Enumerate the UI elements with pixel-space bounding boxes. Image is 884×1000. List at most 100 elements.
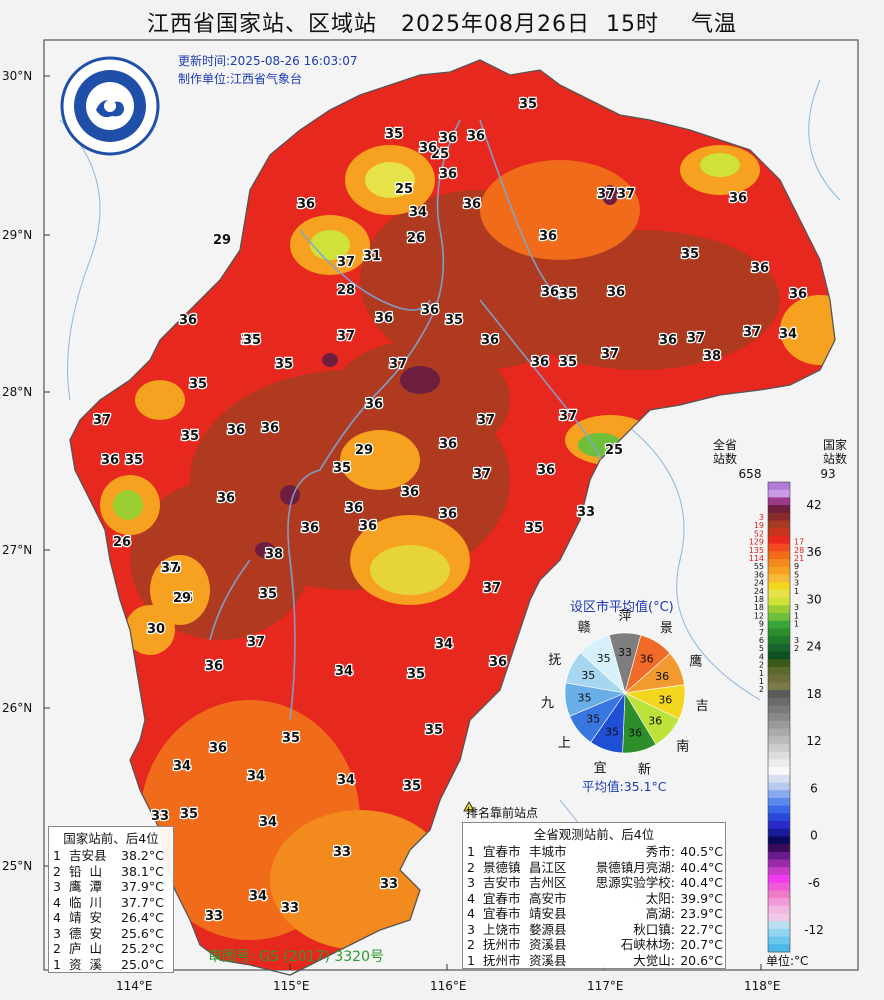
station-value: 33	[151, 809, 169, 824]
all-station-total: 658	[738, 467, 762, 481]
colorbar-count-all: 2	[759, 661, 764, 670]
colorbar-count-all: 1	[759, 677, 764, 686]
station-value: 35	[425, 723, 443, 738]
station-value: 33	[333, 845, 351, 860]
pie-slice-label: 赣	[578, 621, 591, 636]
station-value: 35	[385, 127, 403, 142]
station-name: 秋口镇:	[633, 921, 675, 937]
county-name: 昌江区	[529, 859, 567, 875]
station-value: 35	[189, 377, 207, 392]
pie-slice-value: 35	[597, 652, 611, 665]
colorbar-count-all: 19	[754, 521, 764, 530]
station-value: 35	[125, 453, 143, 468]
city-name: 宜春市	[483, 906, 521, 921]
station-value: 33	[205, 909, 223, 924]
colorbar-tick: 12	[806, 734, 821, 748]
colorbar-swatch	[768, 489, 790, 498]
colorbar-swatch	[768, 520, 790, 529]
rank: 2	[53, 863, 61, 879]
station-value: 36	[729, 191, 747, 206]
colorbar-swatch	[768, 720, 790, 729]
station-value: 33	[380, 877, 398, 892]
colorbar-swatch	[768, 674, 790, 683]
county-name: 资溪县	[529, 952, 567, 968]
colorbar-count-all: 1	[759, 669, 764, 678]
colorbar-tick: -12	[804, 923, 824, 937]
pie-slice-label: 鹰	[689, 654, 702, 670]
colorbar-count-all: 114	[749, 554, 764, 563]
lon-label: 114°E	[116, 979, 153, 993]
rank: 1	[467, 844, 475, 859]
colorbar-count-national: 28	[794, 546, 804, 555]
colorbar-swatch	[768, 936, 790, 945]
station-value: 34	[173, 759, 191, 774]
colorbar-swatch	[768, 805, 790, 814]
colorbar-swatch	[768, 813, 790, 822]
station-value: 35	[181, 429, 199, 444]
colorbar-swatch	[768, 589, 790, 598]
colorbar-count-all: 55	[754, 562, 764, 571]
station-value: 34	[247, 769, 265, 784]
station-value: 37	[687, 331, 705, 346]
pie-slice-label: 景	[660, 621, 673, 636]
national-table-row: 4 靖 安 26.4°C	[49, 910, 173, 926]
station-value: 36	[175, 591, 193, 606]
station-name: 资 溪	[69, 956, 102, 972]
station-value: 33	[577, 505, 595, 520]
producer: 制作单位:江西省气象台	[178, 72, 303, 86]
lon-label: 115°E	[273, 979, 310, 993]
station-value: 29	[213, 233, 231, 248]
colorbar-count-national: 3	[794, 579, 799, 588]
temperature-value: 25.2°C	[121, 941, 164, 956]
colorbar-swatch	[768, 821, 790, 830]
colorbar-count-all: 12	[754, 611, 764, 620]
colorbar-swatch	[768, 867, 790, 876]
pie-slice-label: 九	[541, 696, 554, 711]
colorbar-swatch	[768, 512, 790, 521]
colorbar-count-all: 135	[749, 546, 764, 555]
station-value: 36	[439, 507, 457, 522]
temperature-value: 40.4°C	[680, 875, 723, 890]
station-value: 35	[519, 97, 537, 112]
temperature-value: 37.9°C	[121, 879, 164, 894]
city-name: 抚州市	[483, 937, 521, 952]
pie-slice-value: 36	[658, 693, 672, 706]
station-value: 37	[93, 413, 111, 428]
colorbar-count-national: 17	[794, 538, 804, 547]
lon-label: 117°E	[587, 979, 624, 993]
station-value: 31	[363, 249, 381, 264]
cma-logo	[60, 56, 160, 156]
colorbar-count-all: 18	[754, 595, 764, 604]
pie-slice-value: 36	[628, 727, 642, 740]
colorbar-count-national: 5	[794, 570, 799, 579]
pie-slice-label: 抚	[548, 653, 561, 668]
colorbar-swatch	[768, 505, 790, 514]
temperature-value: 20.7°C	[680, 937, 723, 952]
city-average-pie-chart: 33 萍 36 景 36 鹰 36 吉 36 南 36 新 35 宜 35 上 35 九 35 抚 35 赣	[541, 609, 709, 778]
latitude-axis: 30°N 29°N 28°N 27°N 26°N 25°N	[2, 69, 50, 873]
lat-label: 25°N	[2, 859, 32, 873]
station-value: 34	[779, 327, 797, 342]
colorbar-swatch	[768, 890, 790, 899]
colorbar-count-all: 24	[754, 587, 764, 596]
pie-slice-label: 萍	[618, 609, 631, 624]
city-name: 抚州市	[483, 952, 521, 968]
station-value: 37	[477, 413, 495, 428]
all-table-row: 1 抚州市 资溪县 大觉山: 20.6°C	[463, 953, 725, 969]
station-value: 35	[559, 287, 577, 302]
lat-label: 28°N	[2, 385, 32, 399]
county-name: 吉州区	[529, 875, 567, 890]
pie-title: 设区市平均值(°C)	[570, 600, 674, 615]
station-value: 34	[335, 664, 353, 679]
colorbar-swatch	[768, 666, 790, 676]
station-name: 鹰 潭	[69, 879, 102, 894]
temperature-value: 20.6°C	[680, 952, 723, 968]
colorbar-swatch	[768, 612, 790, 622]
station-name: 太阳:	[645, 890, 675, 906]
city-name: 宜春市	[483, 890, 521, 906]
colorbar-count-all: 6	[759, 636, 764, 645]
temperature-value: 40.4°C	[680, 859, 723, 875]
temperature-value: 26.4°C	[121, 910, 164, 925]
station-value: 34	[259, 815, 277, 830]
